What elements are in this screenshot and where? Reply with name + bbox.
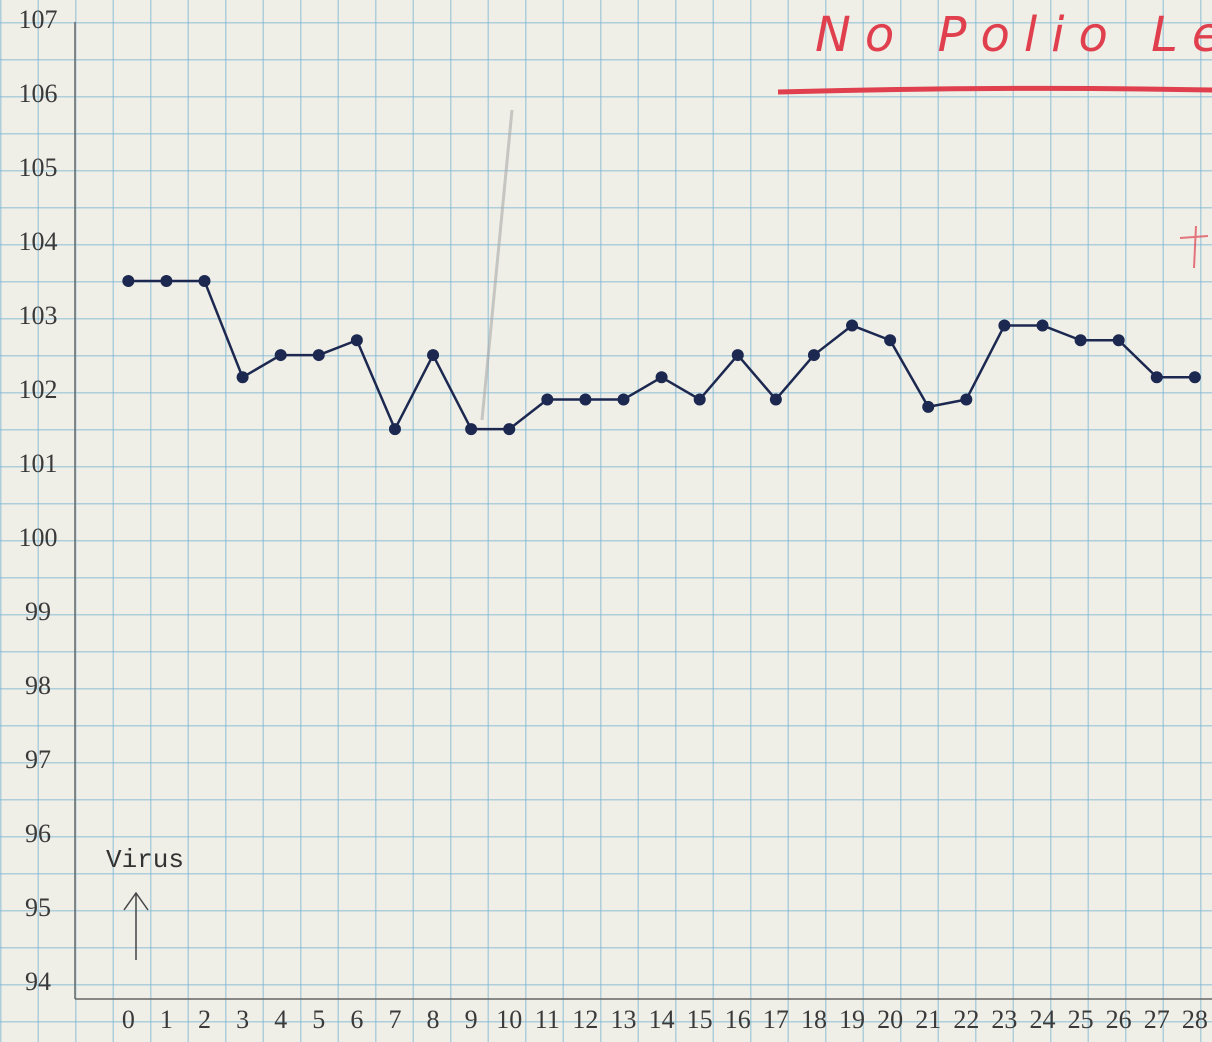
y-tick-label: 94: [25, 967, 51, 996]
point: [122, 275, 135, 288]
point: [731, 349, 744, 362]
x-tick-label: 3: [236, 1005, 249, 1034]
pencil-mark: [480, 109, 514, 421]
x-tick-label: 0: [122, 1005, 135, 1034]
x-tick-label: 6: [350, 1005, 363, 1034]
point: [465, 423, 478, 436]
x-tick-label: 28: [1182, 1005, 1208, 1034]
y-tick-label: 101: [19, 449, 58, 478]
y-tick-label: 100: [19, 523, 58, 552]
point: [655, 371, 668, 384]
point: [1150, 371, 1163, 384]
y-tick-label: 99: [25, 597, 51, 626]
x-tick-label: 25: [1068, 1005, 1094, 1034]
point: [274, 349, 287, 362]
x-tick-label: 24: [1029, 1005, 1055, 1034]
point: [236, 371, 249, 384]
point: [350, 334, 363, 347]
x-tick-label: 2: [198, 1005, 211, 1034]
x-tick-label: 1: [160, 1005, 173, 1034]
x-tick-label: 9: [465, 1005, 478, 1034]
point: [1036, 319, 1049, 332]
point: [617, 393, 630, 406]
x-tick-label: 21: [915, 1005, 941, 1034]
y-tick-label: 97: [25, 745, 51, 774]
annotation: Virus: [106, 845, 184, 875]
point: [693, 393, 706, 406]
y-tick-label: 106: [19, 79, 58, 108]
y-tick-label: 98: [25, 671, 51, 700]
annotation-arrow: [123, 891, 149, 960]
x-tick-label: 26: [1106, 1005, 1132, 1034]
x-tick-label: 20: [877, 1005, 903, 1034]
point: [1074, 334, 1087, 347]
point: [960, 393, 973, 406]
x-tick-label: 16: [725, 1005, 751, 1034]
x-tick-label: 15: [687, 1005, 713, 1034]
point: [998, 319, 1011, 332]
x-tick-label: 12: [572, 1005, 598, 1034]
x-tick-label: 19: [839, 1005, 865, 1034]
line: [128, 279, 1195, 431]
point: [198, 275, 211, 288]
point: [541, 393, 554, 406]
y-tick-label: 96: [25, 819, 51, 848]
point: [846, 319, 859, 332]
x-tick-label: 5: [312, 1005, 325, 1034]
point: [312, 349, 325, 362]
y-tick-label: 102: [19, 375, 58, 404]
title-underline: [777, 85, 1212, 95]
chart-title: No Polio Le: [815, 7, 1212, 63]
point: [1112, 334, 1125, 347]
point: [769, 393, 782, 406]
y-tick-label: 107: [19, 5, 58, 34]
x-tick-label: 18: [801, 1005, 827, 1034]
point: [388, 423, 401, 436]
point: [922, 400, 935, 413]
x-tick-label: 14: [649, 1005, 675, 1034]
x-tick-label: 4: [274, 1005, 287, 1034]
point: [579, 393, 592, 406]
point: [1188, 371, 1201, 384]
y-tick-label: 104: [19, 227, 58, 256]
point: [160, 275, 173, 288]
x-tick-label: 13: [611, 1005, 637, 1034]
point: [807, 349, 820, 362]
y-tick-label: 95: [25, 893, 51, 922]
red-mark: [1179, 225, 1209, 269]
x-tick-label: 22: [953, 1005, 979, 1034]
x-tick-label: 7: [388, 1005, 401, 1034]
x-tick-label: 27: [1144, 1005, 1170, 1034]
x-tick-label: 17: [763, 1005, 789, 1034]
x-tick-label: 11: [535, 1005, 560, 1034]
x-tick-label: 8: [427, 1005, 440, 1034]
y-tick-label: 105: [19, 153, 58, 182]
y-tick-label: 103: [19, 301, 58, 330]
x-tick-label: 10: [496, 1005, 522, 1034]
point: [503, 423, 516, 436]
x-tick-label: 23: [991, 1005, 1017, 1034]
point: [884, 334, 897, 347]
point: [427, 349, 440, 362]
